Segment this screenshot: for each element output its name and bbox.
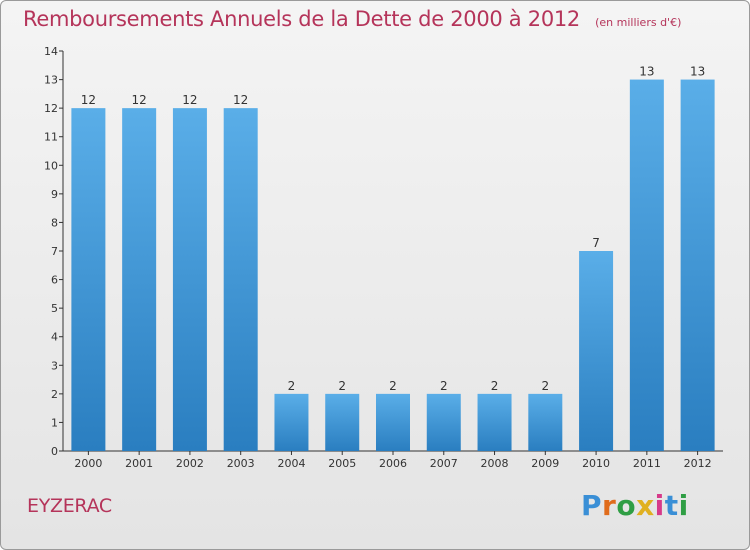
logo-letter: x xyxy=(636,489,655,522)
y-tick-label: 7 xyxy=(51,245,58,258)
chart-title: Remboursements Annuels de la Dette de 20… xyxy=(23,7,580,31)
y-tick-label: 3 xyxy=(51,359,58,372)
bar xyxy=(426,393,461,451)
data-label: 7 xyxy=(592,236,600,250)
bar xyxy=(223,108,258,452)
data-label: 12 xyxy=(233,93,248,107)
data-label: 2 xyxy=(288,379,296,393)
x-tick-label: 2010 xyxy=(582,457,610,470)
x-tick-label: 2007 xyxy=(430,457,458,470)
x-tick-label: 2009 xyxy=(531,457,559,470)
bar xyxy=(680,79,715,452)
y-tick-label: 6 xyxy=(51,274,58,287)
bar xyxy=(579,251,614,451)
logo-letter: t xyxy=(664,489,679,522)
data-label: 2 xyxy=(389,379,397,393)
data-label: 12 xyxy=(81,93,96,107)
x-tick-label: 2002 xyxy=(176,457,204,470)
bar xyxy=(71,108,106,452)
x-tick-label: 2005 xyxy=(328,457,356,470)
chart-unit: (en milliers d'€) xyxy=(595,16,682,29)
bar xyxy=(274,393,309,451)
data-label: 2 xyxy=(440,379,448,393)
logo-letter: i xyxy=(654,489,665,522)
data-label: 12 xyxy=(182,93,197,107)
logo-letter: P xyxy=(581,489,603,522)
y-tick-label: 11 xyxy=(44,131,58,144)
x-tick-label: 2003 xyxy=(227,457,255,470)
bar xyxy=(122,108,157,452)
data-label: 2 xyxy=(338,379,346,393)
y-tick-label: 13 xyxy=(44,74,58,87)
x-tick-label: 2011 xyxy=(633,457,661,470)
y-tick-label: 10 xyxy=(44,159,58,172)
logo-letter: i xyxy=(678,489,689,522)
x-tick-label: 2008 xyxy=(481,457,509,470)
bar xyxy=(172,108,207,452)
bar xyxy=(528,393,563,451)
y-tick-label: 14 xyxy=(44,45,58,58)
y-tick-label: 2 xyxy=(51,388,58,401)
y-tick-label: 4 xyxy=(51,331,58,344)
x-tick-label: 2012 xyxy=(684,457,712,470)
bar xyxy=(477,393,512,451)
y-tick-label: 0 xyxy=(51,445,58,458)
bar xyxy=(629,79,664,452)
data-label: 2 xyxy=(541,379,549,393)
x-tick-label: 2004 xyxy=(277,457,305,470)
y-tick-label: 12 xyxy=(44,102,58,115)
data-label: 12 xyxy=(132,93,147,107)
y-tick-label: 9 xyxy=(51,188,58,201)
proxiti-logo: Proxiti xyxy=(581,489,689,522)
bar xyxy=(325,393,360,451)
x-tick-label: 2001 xyxy=(125,457,153,470)
logo-letter: r xyxy=(602,489,617,522)
data-label: 13 xyxy=(690,65,705,79)
y-tick-label: 8 xyxy=(51,216,58,229)
data-label: 13 xyxy=(639,65,654,79)
x-tick-label: 2000 xyxy=(74,457,102,470)
data-label: 2 xyxy=(491,379,499,393)
x-tick-label: 2006 xyxy=(379,457,407,470)
y-tick-label: 1 xyxy=(51,416,58,429)
commune-name: EYZERAC xyxy=(27,495,112,517)
bar xyxy=(376,393,410,451)
logo-letter: o xyxy=(616,489,637,522)
chart-bars xyxy=(71,79,715,452)
y-tick-label: 5 xyxy=(51,302,58,315)
title-row: Remboursements Annuels de la Dette de 20… xyxy=(23,7,681,31)
chart-labels: 2000 12 2001 12 2002 12 2003 12 2004 2 2005 2 2006 2 2… xyxy=(74,65,711,470)
